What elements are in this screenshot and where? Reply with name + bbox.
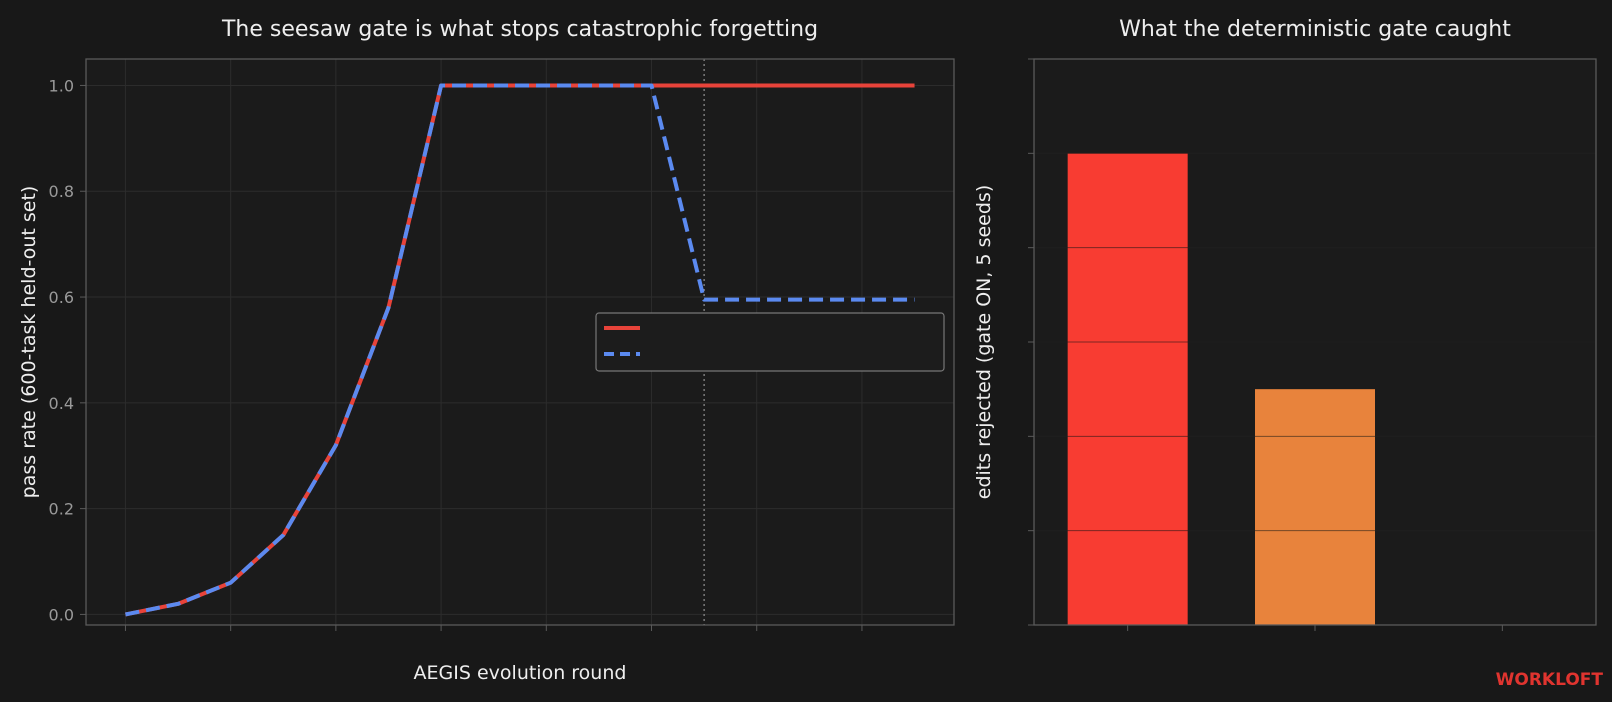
line-chart-ticks: 0.0 0.2 0.4 0.6 0.8 1.0 bbox=[49, 76, 863, 631]
y-tick-label: 0.6 bbox=[49, 288, 74, 307]
line-chart-x-axis-label: AEGIS evolution round bbox=[414, 662, 627, 684]
bar-chart-ticks bbox=[1028, 58, 1503, 631]
bar-chart-panel: What the deterministic gate caught edits… bbox=[973, 17, 1597, 631]
y-tick-label: 0.2 bbox=[49, 500, 74, 519]
line-chart-legend bbox=[595, 312, 945, 372]
line-chart-frame bbox=[85, 58, 955, 626]
bar bbox=[1067, 153, 1188, 626]
bar bbox=[1255, 389, 1375, 625]
y-tick-label: 0.8 bbox=[49, 182, 74, 201]
y-tick-label: 0.4 bbox=[49, 394, 74, 413]
legend-box bbox=[595, 312, 945, 372]
y-tick-label: 0.0 bbox=[49, 605, 74, 624]
gate-ablated-line bbox=[125, 83, 915, 617]
line-chart-series bbox=[125, 83, 915, 617]
bar-chart-title: What the deterministic gate caught bbox=[1119, 17, 1511, 42]
brand-watermark: WORKLOFT bbox=[1496, 670, 1604, 690]
bar-chart-y-axis-label: edits rejected (gate ON, 5 seeds) bbox=[973, 185, 995, 499]
bar-chart-bars bbox=[1067, 153, 1375, 626]
bar-chart-grid-overlay bbox=[1034, 152, 1596, 532]
line-chart-y-axis-label: pass rate (600-task held-out set) bbox=[18, 186, 40, 499]
line-chart-panel: 0.0 0.2 0.4 0.6 0.8 1.0 The seesaw gate is wh… bbox=[18, 17, 955, 684]
line-chart-title: The seesaw gate is what stops catastroph… bbox=[221, 17, 818, 42]
y-tick-label: 1.0 bbox=[49, 76, 74, 95]
